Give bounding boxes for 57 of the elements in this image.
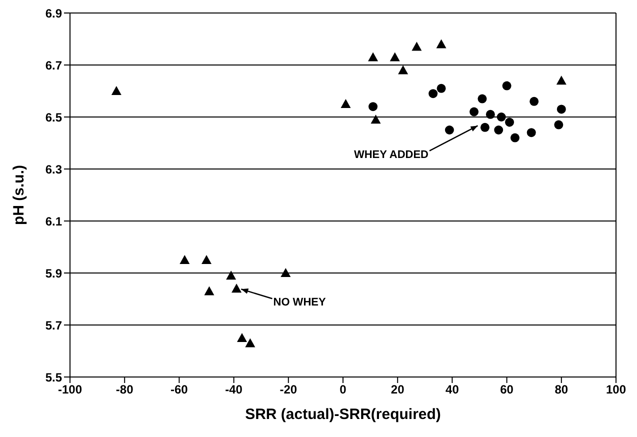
y-tick-label: 6.5 (45, 110, 62, 124)
x-tick-label: 0 (340, 382, 347, 397)
point (412, 42, 422, 51)
point (556, 104, 566, 114)
y-tick-label: 6.7 (45, 58, 62, 72)
x-axis-title: SRR (actual)-SRR(required) (245, 406, 441, 423)
y-axis-title: pH (s.u.) (10, 165, 28, 225)
y-tick-label: 6.1 (45, 214, 62, 228)
x-tick-label: 100 (606, 382, 626, 397)
point (470, 107, 479, 116)
point (236, 333, 247, 342)
y-tick-label: 6.3 (45, 162, 62, 176)
x-tick-label: -80 (116, 382, 134, 397)
y-tick-label: 6.9 (45, 6, 62, 20)
x-tick-label: -40 (225, 382, 243, 397)
y-tick-label: 5.9 (45, 266, 62, 280)
x-tick-label: 20 (390, 382, 405, 397)
point (480, 122, 490, 132)
point (478, 94, 487, 104)
x-tick-label: 60 (500, 382, 514, 397)
point (428, 89, 438, 98)
point (494, 126, 504, 134)
point (202, 255, 212, 264)
x-tick-label: 80 (554, 382, 568, 397)
point (436, 39, 446, 48)
point (502, 81, 512, 90)
point (390, 52, 400, 62)
point (530, 96, 539, 106)
point (486, 110, 495, 119)
x-tick-label: -100 (58, 382, 82, 397)
point (245, 338, 256, 348)
point (370, 114, 381, 124)
point (226, 270, 236, 280)
point (111, 86, 122, 95)
point (526, 128, 536, 138)
point (340, 99, 351, 108)
point (554, 120, 564, 130)
point (232, 284, 242, 293)
y-tick-label: 5.7 (45, 318, 62, 332)
point (436, 84, 446, 93)
x-tick-label: 40 (446, 382, 460, 397)
x-tick-label: -20 (280, 382, 298, 397)
y-tick-label: 5.5 (45, 370, 62, 384)
point (444, 126, 454, 134)
point (505, 118, 514, 127)
point (280, 268, 291, 277)
annotation: NO WHEY (273, 296, 326, 309)
point (368, 102, 378, 112)
point (204, 286, 214, 296)
point (180, 255, 190, 264)
point (398, 65, 408, 74)
x-tick-label: -60 (170, 382, 188, 397)
annotation: WHEY ADDED (354, 148, 429, 161)
point (556, 76, 566, 85)
point (510, 133, 520, 142)
point (496, 112, 506, 122)
point (368, 52, 378, 62)
